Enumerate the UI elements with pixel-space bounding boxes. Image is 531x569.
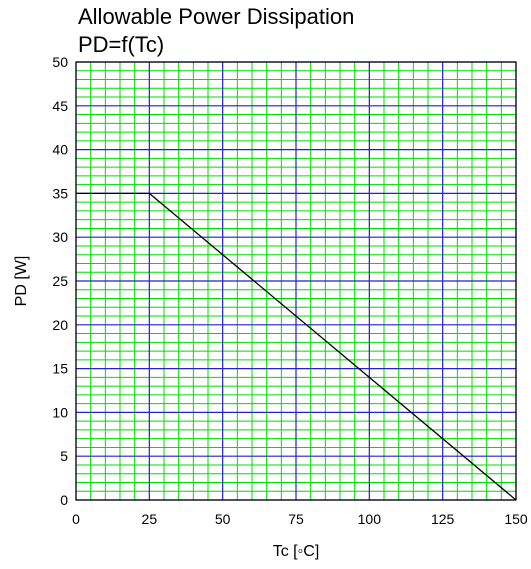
y-tick-label: 40	[52, 142, 68, 158]
x-tick-label: 150	[504, 511, 528, 527]
x-axis-label: Tc [◦C]	[273, 543, 320, 560]
y-tick-label: 35	[52, 185, 68, 201]
y-tick-label: 20	[52, 317, 68, 333]
y-tick-label: 50	[52, 54, 68, 70]
y-tick-label: 0	[60, 492, 68, 508]
y-tick-label: 30	[52, 229, 68, 245]
y-tick-label: 15	[52, 361, 68, 377]
y-tick-label: 25	[52, 273, 68, 289]
y-tick-label: 10	[52, 404, 68, 420]
y-axis-label: PD [W]	[13, 256, 30, 307]
x-tick-label: 0	[72, 511, 80, 527]
series-line	[76, 192, 517, 501]
series-group	[76, 192, 517, 501]
tick-labels: 0 25 50 75 100 125 150 0 5 10 15 20 25 30 35 40 45 50	[52, 54, 527, 527]
x-tick-label: 25	[142, 511, 158, 527]
x-tick-label: 100	[358, 511, 382, 527]
x-tick-label: 125	[431, 511, 455, 527]
y-tick-label: 45	[52, 98, 68, 114]
x-tick-label: 75	[288, 511, 304, 527]
major-grid	[75, 61, 517, 501]
plot-frame	[75, 61, 517, 501]
chart-title: Allowable Power Dissipation	[78, 4, 355, 29]
chart-subtitle: PD=f(Tc)	[78, 32, 165, 57]
x-tick-label: 50	[215, 511, 231, 527]
y-tick-label: 5	[60, 448, 68, 464]
